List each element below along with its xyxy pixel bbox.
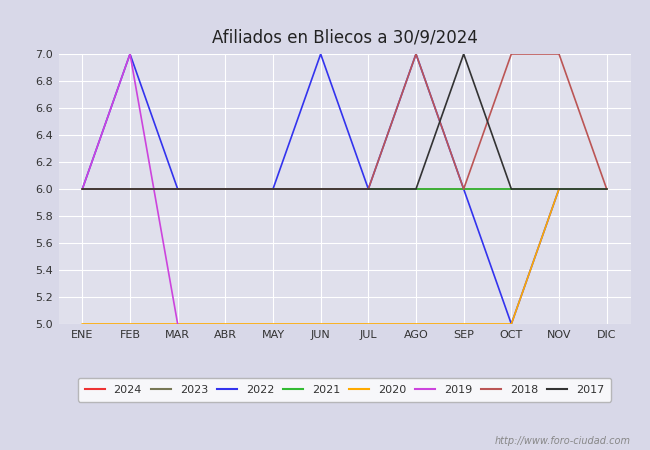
2020 (555, 186, 563, 192)
2023 (603, 186, 610, 192)
Text: http://www.foro-ciudad.com: http://www.foro-ciudad.com (495, 436, 630, 446)
2024 (460, 186, 467, 192)
2020 (126, 321, 134, 327)
2017 (317, 186, 324, 192)
2022 (126, 51, 134, 57)
2023 (508, 186, 515, 192)
2023 (222, 186, 229, 192)
2020 (269, 321, 277, 327)
2023 (365, 186, 372, 192)
2023 (79, 186, 86, 192)
Legend: 2024, 2023, 2022, 2021, 2020, 2019, 2018, 2017: 2024, 2023, 2022, 2021, 2020, 2019, 2018… (78, 378, 611, 401)
2022 (174, 186, 181, 192)
Line: 2019: 2019 (83, 54, 177, 324)
2023 (317, 186, 324, 192)
2021 (79, 186, 86, 192)
2018 (174, 186, 181, 192)
2021 (174, 186, 181, 192)
2021 (365, 186, 372, 192)
2021 (555, 186, 563, 192)
2024 (269, 186, 277, 192)
2017 (126, 186, 134, 192)
2022 (460, 186, 467, 192)
2020 (79, 321, 86, 327)
2017 (222, 186, 229, 192)
2017 (603, 186, 610, 192)
Line: 2022: 2022 (83, 54, 559, 324)
Title: Afiliados en Bliecos a 30/9/2024: Afiliados en Bliecos a 30/9/2024 (211, 29, 478, 47)
2023 (269, 186, 277, 192)
Line: 2018: 2018 (83, 54, 606, 189)
2018 (126, 186, 134, 192)
2024 (222, 186, 229, 192)
2024 (365, 186, 372, 192)
2019 (79, 186, 86, 192)
2017 (269, 186, 277, 192)
2022 (317, 51, 324, 57)
2018 (269, 186, 277, 192)
2020 (365, 321, 372, 327)
2017 (460, 51, 467, 57)
2018 (222, 186, 229, 192)
2021 (460, 186, 467, 192)
2019 (126, 51, 134, 57)
2020 (460, 321, 467, 327)
2019 (174, 321, 181, 327)
2021 (603, 186, 610, 192)
2024 (174, 186, 181, 192)
2020 (412, 321, 420, 327)
2021 (317, 186, 324, 192)
2022 (269, 186, 277, 192)
2021 (508, 186, 515, 192)
2022 (365, 186, 372, 192)
2023 (174, 186, 181, 192)
Line: 2017: 2017 (83, 54, 606, 189)
2021 (126, 186, 134, 192)
2021 (222, 186, 229, 192)
2021 (412, 186, 420, 192)
2018 (365, 186, 372, 192)
2018 (555, 51, 563, 57)
2022 (222, 186, 229, 192)
2017 (508, 186, 515, 192)
2023 (555, 186, 563, 192)
2022 (79, 186, 86, 192)
2020 (508, 321, 515, 327)
2024 (317, 186, 324, 192)
2017 (79, 186, 86, 192)
2018 (79, 186, 86, 192)
2023 (460, 186, 467, 192)
2017 (365, 186, 372, 192)
2018 (508, 51, 515, 57)
2017 (174, 186, 181, 192)
2020 (317, 321, 324, 327)
2017 (412, 186, 420, 192)
2024 (412, 186, 420, 192)
2018 (603, 186, 610, 192)
2017 (555, 186, 563, 192)
2020 (222, 321, 229, 327)
Line: 2020: 2020 (83, 189, 559, 324)
2018 (412, 51, 420, 57)
2020 (174, 321, 181, 327)
2024 (126, 186, 134, 192)
2021 (269, 186, 277, 192)
2023 (126, 186, 134, 192)
2023 (412, 186, 420, 192)
2022 (508, 321, 515, 327)
2022 (555, 186, 563, 192)
2024 (79, 186, 86, 192)
2018 (460, 186, 467, 192)
2018 (317, 186, 324, 192)
2022 (412, 51, 420, 57)
